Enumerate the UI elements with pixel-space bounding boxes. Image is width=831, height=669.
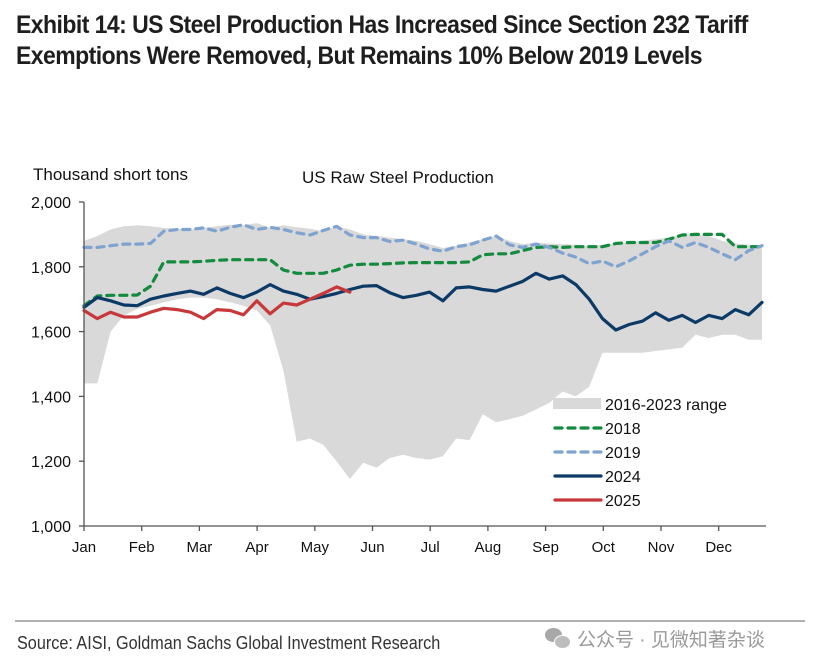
- x-tick-label: Oct: [592, 539, 616, 556]
- x-tick-label: Jun: [360, 539, 384, 556]
- range-band-2016-2023: [84, 223, 762, 479]
- y-tick-label: 2,000: [31, 195, 71, 212]
- y-tick-label: 1,800: [31, 260, 71, 277]
- x-tick-label: May: [301, 539, 330, 556]
- legend-label: 2018: [605, 421, 641, 438]
- watermark: 公众号 · 见微知著杂谈: [545, 625, 765, 652]
- legend-label: 2025: [605, 493, 641, 510]
- legend-item-2025: 2025: [553, 493, 641, 510]
- axes-layer: 1,000 1,200 1,400 1,600 1,800 2,000 Jan Feb Mar A…: [31, 195, 766, 556]
- y-tick-label: 1,200: [31, 454, 71, 471]
- range-band-layer: [84, 223, 762, 479]
- y-tick-label: 1,600: [31, 325, 71, 342]
- legend: 2016-2023 range 2018 2019 2024 2025: [553, 397, 727, 510]
- legend-label: 2024: [605, 469, 641, 486]
- x-tick-label: Jul: [421, 539, 440, 556]
- legend-label: 2019: [605, 445, 641, 462]
- legend-item-2018: 2018: [553, 421, 641, 438]
- wechat-icon: [545, 627, 571, 650]
- y-tick-label: 1,400: [31, 389, 71, 406]
- x-tick-label: Mar: [186, 539, 212, 556]
- x-tick-label: Aug: [475, 539, 502, 556]
- watermark-text: 公众号 · 见微知著杂谈: [577, 630, 765, 651]
- legend-label: 2016-2023 range: [605, 397, 727, 414]
- exhibit-title: Exhibit 14: US Steel Production Has Incr…: [16, 11, 748, 70]
- x-tick-label: Apr: [245, 539, 268, 556]
- series-line-2024: [82, 271, 764, 332]
- legend-item-range: 2016-2023 range: [553, 397, 727, 414]
- series-layer: [82, 223, 764, 332]
- footer-divider: [15, 620, 805, 622]
- series-line-2025: [82, 285, 352, 321]
- y-axis-unit-label: Thousand short tons: [33, 165, 188, 184]
- x-tick-label: Dec: [705, 539, 732, 556]
- series-line-2018: [82, 232, 764, 308]
- legend-item-2024: 2024: [553, 469, 641, 486]
- chart-title: US Raw Steel Production: [302, 168, 494, 187]
- legend-swatch-range: [553, 398, 601, 409]
- x-tick-label: Nov: [648, 539, 675, 556]
- series-line-2019: [82, 223, 764, 269]
- legend-item-2019: 2019: [553, 445, 641, 462]
- x-tick-label: Sep: [532, 539, 559, 556]
- source-note: Source: AISI, Goldman Sachs Global Inves…: [17, 633, 441, 653]
- y-tick-label: 1,000: [31, 519, 71, 536]
- x-tick-label: Jan: [72, 539, 96, 556]
- x-tick-label: Feb: [129, 539, 155, 556]
